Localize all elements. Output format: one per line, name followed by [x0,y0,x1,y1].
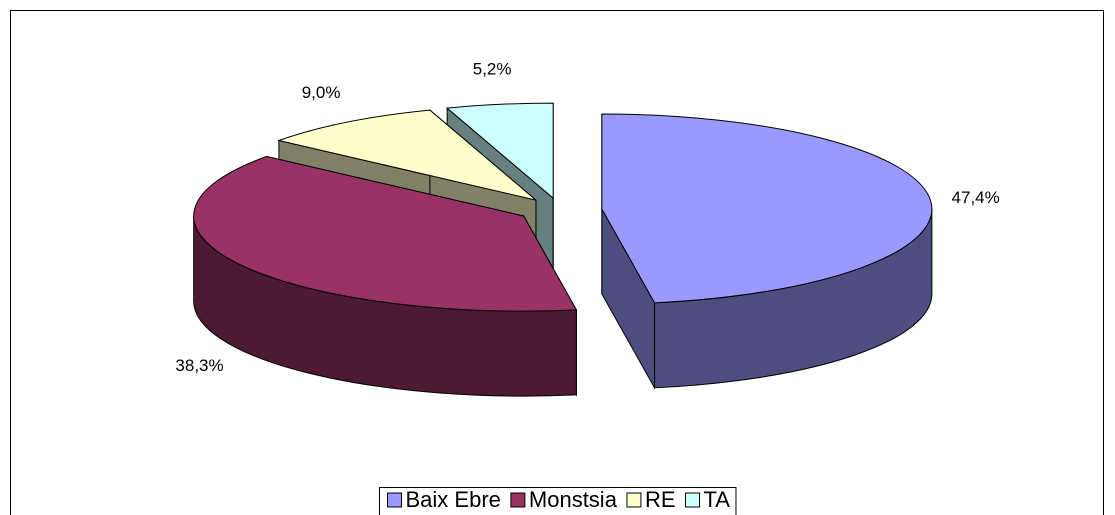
legend-swatch [626,492,642,508]
legend-label: Monstsia [529,487,618,512]
legend: Baix Ebre Monstsia RE TA [379,487,737,515]
data-label: 47,4% [952,188,1000,207]
legend-label: RE [645,487,676,512]
slice-top [601,113,933,304]
slice-top [193,155,578,312]
slice-top [445,102,554,200]
legend-label: TA [704,487,731,512]
slice-top [277,109,537,201]
chart-border [10,10,1104,515]
legend-swatch [685,492,700,508]
data-label: 5,2% [473,59,512,78]
legend-swatch [510,492,526,508]
data-label: 9,0% [302,83,341,102]
data-label: 38,3% [175,356,223,375]
legend-label: Baix Ebre [406,487,501,512]
legend-box [379,487,737,515]
legend-swatch [387,492,402,508]
